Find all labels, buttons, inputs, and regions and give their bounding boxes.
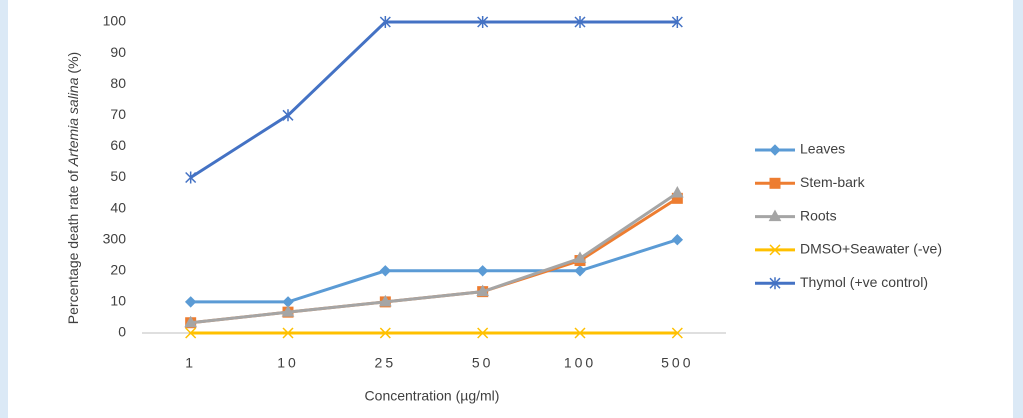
y-axis-title-part: (%) [65,52,81,78]
y-tick-label: 20 [110,262,126,278]
point [281,305,295,317]
point [185,327,197,339]
point [477,16,489,28]
y-tick-label: 300 [103,230,127,246]
legend-label: Stem-bark [800,174,866,190]
series-line [190,191,679,325]
point [379,16,391,28]
point [184,296,197,308]
point [574,265,586,277]
legend-marker [769,244,781,256]
point [671,327,683,339]
legend-label: Leaves [800,141,845,157]
x-tick-label: 100 [564,355,596,371]
y-tick-label: 40 [110,199,126,215]
legend-marker [769,144,781,156]
point [671,16,683,28]
point [574,16,586,28]
x-tick-label: 10 [277,355,299,371]
legend-marker [769,177,781,189]
chart-panel [8,0,1013,418]
point [671,233,684,246]
point [476,284,490,297]
y-tick-label: 70 [110,106,126,122]
y-tick-label: 90 [110,44,126,60]
point [378,294,392,307]
x-tick-label: 50 [472,355,494,371]
point [573,251,587,263]
y-tick-label: 10 [110,293,126,309]
y-tick-label: 0 [118,324,126,340]
x-tick-label: 1 [185,355,196,371]
point [379,327,391,339]
y-axis-title: Percentage death rate of Artemia salina … [65,52,81,324]
x-tick-label: 500 [661,355,693,371]
y-axis-title-part: Artemia salina [65,77,81,167]
legend-label: DMSO+Seawater (-ve) [800,241,942,257]
point [282,327,294,339]
point [184,315,198,328]
point [282,109,294,122]
y-tick-label: 60 [110,137,126,153]
series-line [189,20,678,179]
legend-marker [769,277,781,290]
y-tick-label: 100 [103,13,127,29]
point [476,265,489,277]
y-axis-title-part: Percentage death rate of [65,166,81,324]
x-axis-title: Concentration (µg/ml) [365,388,500,404]
legend-label: Thymol (+ve control) [800,274,928,290]
legend-label: Roots [800,207,837,223]
y-tick-label: 50 [110,168,126,184]
point [670,186,684,198]
point [574,327,586,339]
legend-marker [768,209,782,222]
x-tick-label: 25 [375,355,397,371]
point [477,327,489,339]
y-tick-label: 80 [110,75,126,91]
point [185,171,197,184]
point [379,265,392,277]
series-line [190,238,678,304]
